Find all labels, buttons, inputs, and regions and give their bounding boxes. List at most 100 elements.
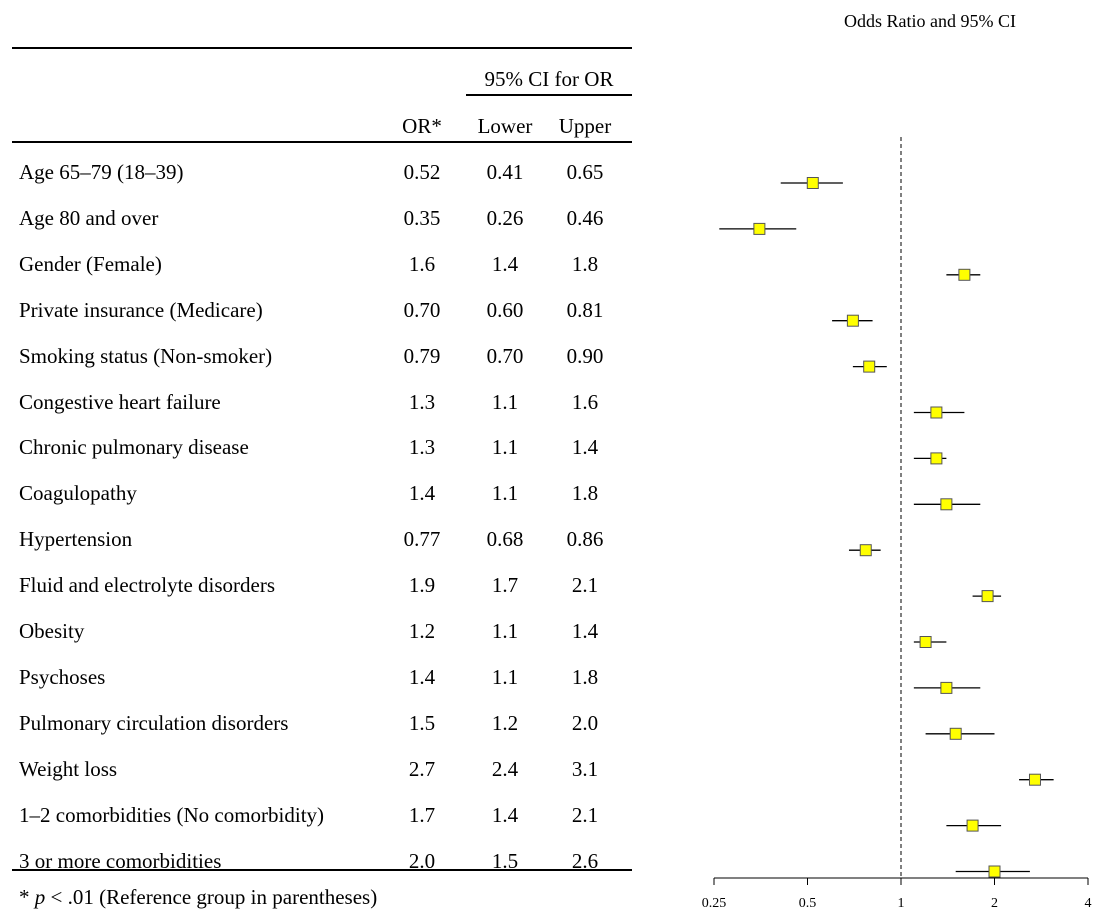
row-label: Age 80 and over [19, 205, 159, 230]
row-label: Private insurance (Medicare) [19, 297, 263, 322]
row-or: 1.2 [408, 619, 436, 643]
row-or: 0.79 [403, 343, 441, 368]
row-label: Smoking status (Non-smoker) [19, 343, 273, 368]
row-or: 1.3 [408, 389, 436, 414]
or-marker [930, 406, 943, 419]
x-tick-label: 0.5 [799, 896, 817, 911]
row-or: 2.0 [408, 848, 436, 873]
column-header-upper: Upper [558, 114, 612, 138]
table-bottom-rule [12, 869, 632, 871]
row-lower: 0.70 [486, 343, 524, 368]
row-upper: 2.0 [571, 710, 599, 735]
row-upper: 2.6 [571, 848, 599, 873]
row-lower: 0.26 [486, 205, 524, 230]
or-marker [919, 636, 932, 648]
or-marker [949, 727, 962, 740]
row-label: Hypertension [19, 527, 133, 552]
row-or: 0.77 [403, 527, 441, 552]
or-marker [1028, 773, 1041, 786]
row-or: 1.7 [408, 802, 436, 827]
row-lower: 2.4 [491, 756, 519, 781]
or-marker [806, 177, 819, 189]
x-tick-label: 0.25 [702, 896, 727, 911]
or-marker [753, 222, 766, 235]
row-upper: 1.4 [571, 619, 599, 643]
row-upper: 1.8 [571, 664, 599, 689]
row-upper: 0.90 [566, 343, 604, 368]
x-tick-label: 1 [898, 896, 905, 911]
row-or: 1.5 [408, 710, 436, 735]
row-label: Obesity [19, 619, 85, 643]
row-upper: 1.4 [571, 435, 599, 460]
row-lower: 0.60 [486, 297, 524, 322]
or-marker [940, 498, 953, 511]
or-marker [846, 314, 859, 327]
row-label: Age 65–79 (18–39) [19, 160, 184, 184]
ci-header: 95% CI for OR [484, 67, 614, 91]
row-label: Weight loss [19, 756, 118, 781]
row-lower: 1.1 [491, 435, 519, 460]
row-label: Pulmonary circulation disorders [19, 710, 289, 735]
row-or: 2.7 [408, 756, 436, 781]
row-label: Chronic pulmonary disease [19, 435, 249, 460]
data-points [719, 177, 1054, 878]
column-header-lower: Lower [477, 114, 533, 138]
row-lower: 1.1 [491, 389, 519, 414]
row-label: Fluid and electrolyte disorders [19, 573, 276, 598]
row-upper: 2.1 [571, 802, 599, 827]
row-or: 1.4 [408, 481, 436, 506]
row-label: Gender (Female) [19, 251, 162, 276]
row-or: 0.35 [403, 205, 441, 230]
row-lower: 1.5 [491, 848, 519, 873]
x-ticks: 0.25 0.5 1 2 4 [702, 878, 1092, 911]
row-upper: 2.1 [571, 573, 599, 598]
or-marker [930, 452, 943, 465]
row-label: 1–2 comorbidities (No comorbidity) [19, 802, 325, 827]
row-upper: 1.6 [571, 389, 599, 414]
row-lower: 1.4 [491, 251, 519, 276]
row-upper: 1.8 [571, 251, 599, 276]
row-or: 1.4 [408, 664, 436, 689]
row-lower: 0.41 [486, 160, 524, 184]
footnote: * p < .01 (Reference group in parenthese… [19, 885, 377, 910]
row-or: 0.70 [403, 297, 441, 322]
row-label: Psychoses [19, 664, 106, 689]
row-lower: 1.1 [491, 619, 519, 643]
or-marker [958, 268, 971, 281]
or-marker [981, 590, 994, 603]
row-label: Coagulopathy [19, 481, 137, 506]
column-header-or: OR* [402, 114, 442, 138]
ci-header-rule [466, 94, 632, 96]
footnote-p: p [34, 885, 46, 909]
row-lower: 1.4 [491, 802, 519, 827]
row-or: 1.6 [408, 251, 436, 276]
row-label: 3 or more comorbidities [19, 848, 222, 873]
or-marker [966, 819, 979, 832]
table-top-rule [12, 47, 632, 49]
x-tick-label: 4 [1085, 896, 1092, 911]
row-lower: 1.1 [491, 664, 519, 689]
row-upper: 0.46 [566, 205, 604, 230]
row-lower: 1.1 [491, 481, 519, 506]
or-marker [863, 360, 876, 373]
row-upper: 0.81 [566, 297, 604, 322]
row-upper: 0.65 [566, 160, 604, 184]
or-marker [988, 865, 1001, 878]
row-or: 0.52 [403, 160, 441, 184]
or-marker [940, 681, 953, 694]
footnote-text: < .01 (Reference group in parentheses) [45, 885, 378, 909]
row-or: 1.9 [408, 573, 436, 598]
row-upper: 0.86 [566, 527, 604, 552]
row-label: Congestive heart failure [19, 389, 221, 414]
row-lower: 0.68 [486, 527, 524, 552]
or-marker [859, 544, 872, 557]
row-lower: 1.2 [491, 710, 519, 735]
x-tick-label: 2 [991, 896, 998, 911]
header-bottom-rule [12, 141, 632, 143]
row-upper: 3.1 [571, 756, 599, 781]
row-lower: 1.7 [491, 573, 519, 598]
row-or: 1.3 [408, 435, 436, 460]
footnote-star: * [19, 885, 35, 909]
row-upper: 1.8 [571, 481, 599, 506]
